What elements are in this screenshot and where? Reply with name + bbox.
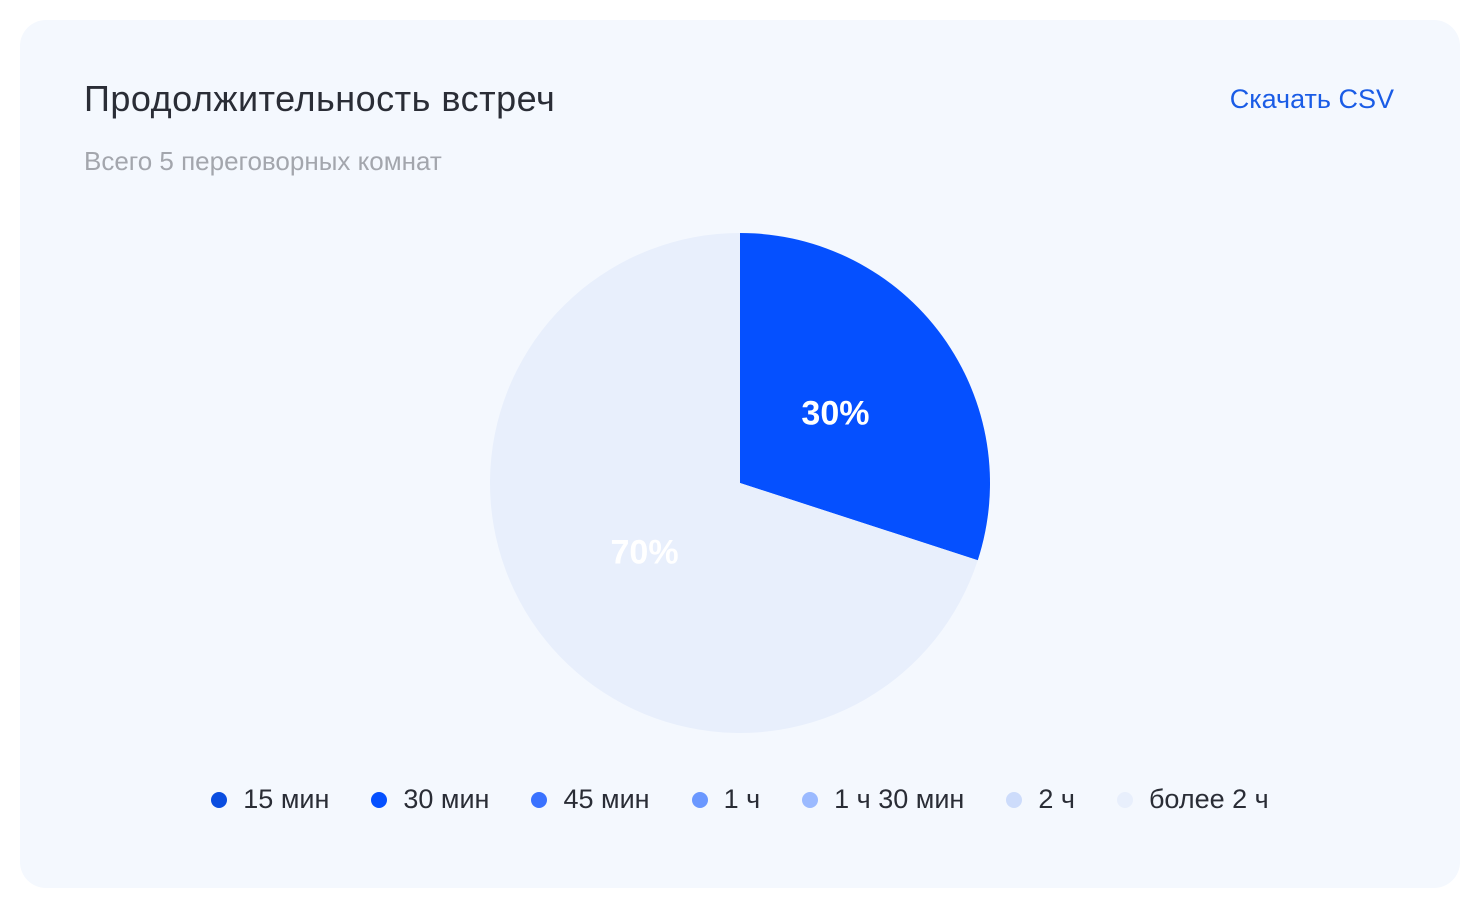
chart-subtitle: Всего 5 переговорных комнат <box>84 146 442 176</box>
pie-slice-label-2: 30% <box>801 395 869 433</box>
legend-dot-icon <box>211 791 228 808</box>
pie-slice-label-7: 70% <box>611 533 679 571</box>
legend-dot-icon <box>802 791 819 808</box>
legend-item-2[interactable]: 30 мин <box>371 784 489 815</box>
pie-slice-2[interactable] <box>740 233 990 561</box>
legend-item-1[interactable]: 15 мин <box>211 784 329 815</box>
legend-item-3[interactable]: 45 мин <box>531 784 650 815</box>
legend-label: 45 мин <box>563 784 650 814</box>
legend-item-7[interactable]: более 2 ч <box>1116 784 1269 815</box>
chart-title: Продолжительность встреч <box>84 78 556 119</box>
legend-item-6[interactable]: 2 ч <box>1006 784 1075 815</box>
chart-card: Продолжительность встреч Всего 5 перегов… <box>20 20 1460 888</box>
chart-legend: 15 мин 30 мин 45 мин 1 ч 1 ч 30 мин 2 ч более … <box>20 784 1460 815</box>
legend-label: 2 ч <box>1038 784 1075 814</box>
pie-slice-7[interactable] <box>490 233 978 733</box>
legend-dot-icon <box>531 791 548 808</box>
legend-dot-icon <box>1116 791 1133 808</box>
legend-label: 1 ч 30 мин <box>834 784 965 814</box>
legend-label: 30 мин <box>403 784 490 814</box>
legend-label: 15 мин <box>243 784 330 814</box>
download-csv-link[interactable]: Скачать CSV <box>1229 84 1394 114</box>
legend-dot-icon <box>371 791 388 808</box>
pie-chart: 30% 70% <box>490 233 990 733</box>
legend-item-5[interactable]: 1 ч 30 мин <box>802 784 964 815</box>
legend-dot-icon <box>691 791 708 808</box>
legend-item-4[interactable]: 1 ч <box>691 784 761 815</box>
legend-label: более 2 ч <box>1148 784 1269 814</box>
legend-dot-icon <box>1006 791 1023 808</box>
legend-label: 1 ч <box>723 784 761 814</box>
